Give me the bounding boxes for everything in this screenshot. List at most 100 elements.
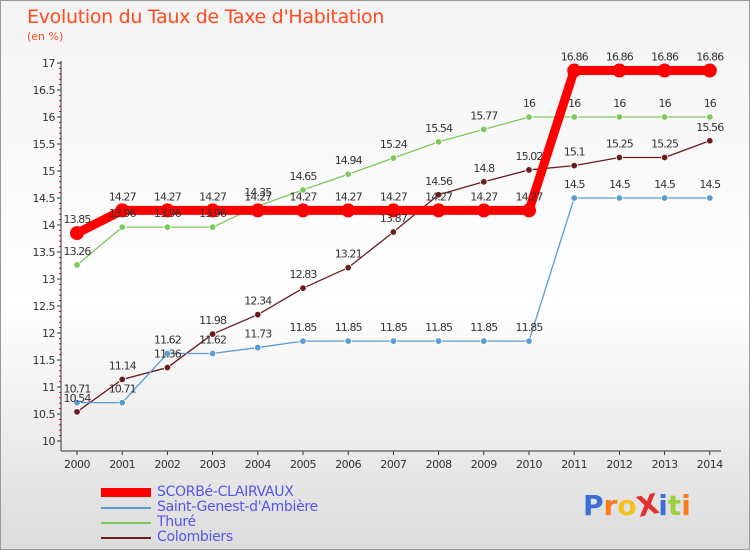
data-point: [702, 63, 717, 78]
proxiti-logo: ProXiti: [583, 487, 691, 524]
data-point: [660, 194, 669, 202]
legend-label: Colombiers: [157, 529, 233, 545]
data-point: [389, 154, 398, 162]
data-point: [73, 398, 81, 407]
data-label: 14.56: [425, 175, 453, 188]
data-point: [434, 138, 443, 146]
data-point: [254, 310, 262, 319]
x-tick-label: 2007: [380, 458, 406, 471]
data-label: 15.25: [606, 138, 634, 151]
legend-label: Thuré: [157, 514, 196, 530]
y-tick-label: 13.5: [33, 246, 56, 259]
data-point: [660, 153, 669, 162]
legend-swatch: [101, 522, 151, 524]
data-label: 16: [523, 97, 536, 110]
data-label: 14.5: [699, 178, 721, 191]
data-label: 11.85: [425, 321, 453, 334]
legend-label: Saint-Genest-d'Ambière: [157, 499, 318, 515]
data-label: 15.56: [696, 121, 724, 134]
x-tick-label: 2009: [471, 458, 497, 471]
data-point: [706, 137, 714, 145]
x-tick-label: 2000: [64, 458, 90, 471]
data-point: [163, 363, 172, 372]
data-point: [612, 63, 627, 78]
data-label: 15.54: [425, 122, 453, 135]
data-point: [706, 113, 714, 121]
data-label: 11.73: [244, 328, 272, 341]
data-label: 13.21: [335, 248, 362, 261]
data-label: 11.14: [109, 359, 137, 372]
data-point: [160, 203, 175, 218]
data-point: [567, 63, 582, 78]
y-tick-label: 15.5: [33, 138, 56, 151]
x-tick-label: 2014: [697, 458, 723, 471]
data-point: [706, 194, 714, 202]
x-tick-label: 2010: [516, 458, 542, 471]
data-point: [389, 337, 398, 345]
data-point: [205, 203, 220, 218]
y-tick-label: 15: [42, 165, 55, 178]
x-tick-label: 2001: [109, 458, 135, 471]
data-point: [208, 349, 217, 358]
data-point: [389, 228, 398, 236]
data-label: 15.1: [564, 146, 585, 159]
data-point: [73, 261, 81, 269]
data-label: 15.77: [470, 109, 498, 122]
x-tick-label: 2008: [426, 458, 452, 471]
data-label: 11.85: [516, 321, 544, 334]
data-label: 14.5: [564, 178, 586, 191]
data-point: [615, 194, 624, 202]
data-label: 15.02: [516, 150, 543, 163]
data-label: 12.34: [244, 295, 272, 308]
data-label: 16: [704, 97, 717, 110]
data-label: 13.85: [64, 213, 92, 226]
data-point: [570, 194, 578, 202]
y-tick-label: 11.5: [33, 354, 56, 367]
y-tick-label: 16: [42, 111, 55, 124]
data-point: [480, 178, 488, 186]
data-point: [434, 337, 443, 345]
data-point: [476, 203, 491, 218]
data-label: 14.65: [290, 170, 318, 183]
data-label: 15.24: [380, 138, 408, 151]
y-tick-label: 10.5: [33, 408, 56, 421]
legend-swatch: [101, 507, 151, 509]
data-label: 16.86: [696, 51, 724, 64]
data-label: 14.27: [335, 190, 363, 203]
data-label: 16.86: [561, 51, 589, 64]
x-tick-label: 2013: [652, 458, 678, 471]
data-label: 11.85: [470, 321, 498, 334]
data-label: 15.25: [651, 138, 679, 151]
unit-label: (en %): [27, 30, 64, 43]
data-label: 14.27: [380, 190, 408, 203]
data-point: [615, 113, 624, 121]
data-label: 14.94: [335, 154, 363, 167]
chart-title: Evolution du Taux de Taxe d'Habitation: [27, 6, 385, 28]
x-tick-label: 2005: [290, 458, 316, 471]
data-point: [341, 203, 356, 218]
data-point: [657, 63, 672, 78]
y-tick-label: 12: [42, 327, 55, 340]
data-label: 14.27: [199, 190, 227, 203]
data-point: [570, 113, 578, 121]
data-point: [115, 203, 130, 218]
data-point: [208, 330, 217, 338]
legend-label: SCORBé-CLAIRVAUX: [157, 484, 294, 500]
data-point: [344, 170, 352, 178]
data-label: 14.27: [154, 190, 182, 203]
data-point: [525, 337, 533, 345]
data-label: 10.71: [109, 383, 136, 396]
y-tick-label: 12.5: [33, 300, 56, 313]
data-label: 14.27: [109, 190, 137, 203]
data-label: 16: [613, 97, 626, 110]
data-point: [386, 203, 401, 218]
legend-swatch: [101, 488, 151, 497]
data-point: [70, 226, 84, 241]
data-label: 14.27: [470, 190, 498, 203]
data-label: 10.54: [64, 392, 92, 405]
x-tick-label: 2004: [245, 458, 271, 471]
y-tick-label: 13: [42, 273, 55, 286]
data-point: [344, 337, 352, 345]
